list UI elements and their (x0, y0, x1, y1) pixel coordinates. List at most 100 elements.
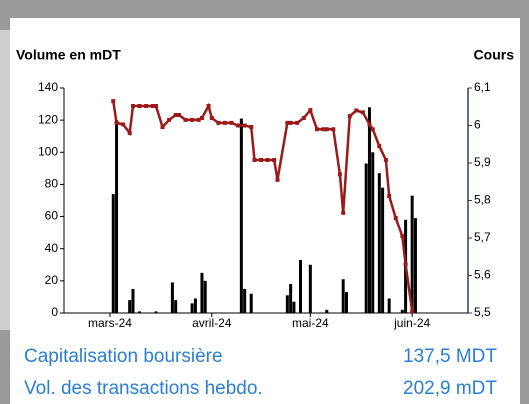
price-marker (354, 108, 359, 113)
price-marker (127, 131, 132, 135)
y2-axis-label: Cours (474, 47, 515, 63)
price-marker (360, 110, 365, 115)
bar (341, 279, 345, 313)
bar (344, 292, 348, 313)
price-marker (252, 158, 257, 162)
price-marker (150, 104, 155, 108)
bar (298, 259, 302, 313)
bar (174, 300, 178, 313)
cap-value: 137,5 MDT (403, 346, 497, 367)
y-tick-label: 60 (45, 209, 59, 223)
price-marker (393, 216, 398, 221)
price-marker (321, 127, 326, 132)
price-marker (190, 117, 195, 122)
price-marker (229, 120, 234, 125)
price-marker (259, 158, 264, 162)
bar (193, 298, 197, 313)
bar (128, 300, 132, 313)
bar (387, 298, 391, 313)
price-marker (347, 114, 352, 119)
y-tick-label: 20 (45, 273, 59, 287)
price-marker (216, 120, 221, 125)
price-marker (288, 120, 293, 125)
x-tick-label: mai-24 (292, 316, 329, 330)
bar (138, 311, 142, 313)
price-marker (209, 116, 214, 120)
price-marker (153, 104, 158, 108)
price-marker (242, 123, 247, 128)
price-marker (176, 113, 181, 117)
price-marker (341, 210, 346, 215)
price-marker (272, 158, 277, 162)
price-marker (144, 104, 149, 108)
bar (325, 309, 329, 313)
bar (200, 272, 204, 313)
bar (377, 173, 381, 313)
price-marker (285, 120, 290, 125)
bar (249, 293, 253, 313)
y-axis-label: Volume en mDT (16, 47, 121, 63)
left-strip (0, 30, 10, 330)
y2-tick-label: 5,8 (474, 193, 491, 207)
cap-label: Capitalisation boursière (24, 346, 223, 367)
price-marker (301, 116, 306, 120)
price-marker (370, 127, 375, 132)
price-marker (183, 117, 188, 122)
y2-tick-label: 5,7 (474, 230, 491, 244)
price-marker (160, 125, 165, 129)
price-marker (236, 123, 241, 128)
price-marker (337, 172, 342, 177)
bar (170, 282, 174, 313)
y-tick-label: 0 (51, 305, 58, 319)
bar (367, 107, 371, 314)
x-tick-label: avril-24 (192, 316, 232, 330)
bar (381, 187, 385, 313)
vol-value: 202,9 mDT (403, 378, 497, 399)
price-marker (400, 234, 405, 239)
y2-tick-label: 5,6 (474, 268, 491, 282)
price-marker (383, 158, 388, 162)
price-marker (121, 122, 126, 127)
y2-tick-label: 5,5 (474, 305, 491, 319)
bar (154, 311, 158, 313)
price-marker (377, 144, 382, 149)
price-marker (114, 120, 119, 125)
bar (111, 194, 115, 313)
bar (285, 295, 289, 313)
vol-label: Vol. des transactions hebdo. (24, 378, 263, 399)
x-tick-label: mars-24 (88, 316, 132, 330)
price-marker (196, 117, 201, 122)
price-marker (387, 194, 392, 198)
bar (400, 309, 404, 313)
y-tick-label: 140 (38, 80, 58, 94)
bar (410, 195, 414, 313)
bar (292, 301, 296, 313)
y2-tick-label: 6 (474, 118, 481, 132)
x-tick-label: juin-24 (393, 316, 430, 330)
bar (243, 288, 247, 313)
price-marker (222, 120, 227, 125)
bar (239, 118, 243, 314)
price-marker (111, 99, 116, 104)
chart: Volume en mDT Cours 0 20 40 60 80 100 120 140 5,… (16, 47, 515, 330)
y-tick-label: 120 (38, 112, 58, 126)
price-marker (403, 262, 408, 267)
price-marker (295, 120, 300, 125)
price-marker (249, 125, 254, 129)
bar (289, 284, 293, 313)
bar (413, 218, 417, 313)
price-marker (199, 116, 204, 120)
price-marker (206, 104, 211, 108)
bar (203, 280, 207, 313)
panel: Volume en mDT Cours 0 20 40 60 80 100 120 140 5,… (10, 18, 520, 404)
bar (371, 152, 375, 313)
price-marker (130, 104, 135, 108)
price-marker (324, 127, 329, 132)
price-marker (265, 158, 270, 162)
bar (308, 264, 312, 313)
price-marker (314, 127, 319, 132)
price-marker (167, 117, 172, 122)
price-marker (410, 309, 415, 314)
price-marker (331, 127, 336, 132)
